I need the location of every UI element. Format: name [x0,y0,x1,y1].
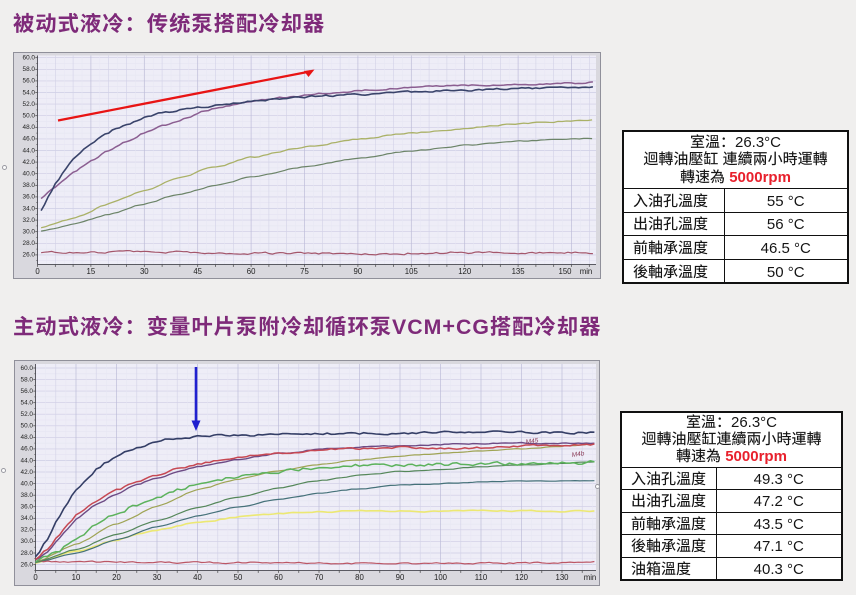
svg-text:32.0: 32.0 [23,217,36,224]
svg-text:50.0: 50.0 [21,423,34,430]
svg-text:56.0: 56.0 [23,78,36,85]
svg-text:36.0: 36.0 [23,194,36,201]
svg-text:30.0: 30.0 [21,538,34,545]
svg-text:110: 110 [475,573,488,582]
svg-text:38.0: 38.0 [23,182,36,189]
svg-text:44.0: 44.0 [21,457,34,464]
svg-text:40.0: 40.0 [21,480,34,487]
svg-text:52.0: 52.0 [23,101,36,108]
svg-text:58.0: 58.0 [23,66,36,73]
svg-text:30.0: 30.0 [23,229,36,236]
svg-text:120: 120 [458,267,472,276]
svg-text:50.0: 50.0 [23,113,36,120]
svg-text:48.0: 48.0 [23,124,36,131]
svg-text:100: 100 [434,573,448,582]
svg-text:26.0: 26.0 [21,561,34,568]
svg-text:40: 40 [193,573,202,582]
svg-text:15: 15 [87,267,96,276]
svg-text:34.0: 34.0 [23,205,36,212]
svg-text:75: 75 [300,267,309,276]
svg-text:105: 105 [405,267,419,276]
svg-text:0: 0 [33,573,38,582]
svg-text:10: 10 [72,573,81,582]
svg-text:70: 70 [315,573,324,582]
svg-text:80: 80 [355,573,364,582]
svg-text:90: 90 [396,573,405,582]
svg-text:M45: M45 [525,437,539,446]
svg-text:46.0: 46.0 [23,136,36,143]
svg-text:28.0: 28.0 [23,240,36,247]
svg-text:M4b: M4b [571,450,585,459]
svg-text:56.0: 56.0 [21,388,34,395]
svg-text:42.0: 42.0 [23,159,36,166]
svg-text:30: 30 [153,573,162,582]
svg-text:120: 120 [515,573,529,582]
svg-text:60.0: 60.0 [23,55,36,62]
svg-text:30: 30 [140,267,149,276]
svg-text:min: min [580,267,593,276]
svg-text:42.0: 42.0 [21,469,34,476]
svg-text:60: 60 [247,267,256,276]
svg-text:min: min [584,573,597,582]
svg-text:38.0: 38.0 [21,492,34,499]
svg-text:60: 60 [274,573,283,582]
svg-text:34.0: 34.0 [21,515,34,522]
svg-text:54.0: 54.0 [23,89,36,96]
svg-text:90: 90 [354,267,363,276]
svg-text:150: 150 [558,267,572,276]
svg-text:28.0: 28.0 [21,550,34,557]
svg-text:60.0: 60.0 [21,365,34,372]
svg-text:130: 130 [555,573,569,582]
svg-text:26.0: 26.0 [23,252,36,259]
svg-text:45: 45 [193,267,202,276]
svg-text:58.0: 58.0 [21,376,34,383]
svg-text:135: 135 [512,267,526,276]
svg-text:32.0: 32.0 [21,527,34,534]
svg-text:36.0: 36.0 [21,504,34,511]
svg-text:20: 20 [112,573,121,582]
svg-text:0: 0 [35,267,40,276]
svg-text:48.0: 48.0 [21,434,34,441]
svg-text:50: 50 [234,573,243,582]
svg-text:40.0: 40.0 [23,171,36,178]
svg-text:54.0: 54.0 [21,400,34,407]
svg-text:44.0: 44.0 [23,147,36,154]
svg-text:52.0: 52.0 [21,411,34,418]
svg-text:46.0: 46.0 [21,446,34,453]
